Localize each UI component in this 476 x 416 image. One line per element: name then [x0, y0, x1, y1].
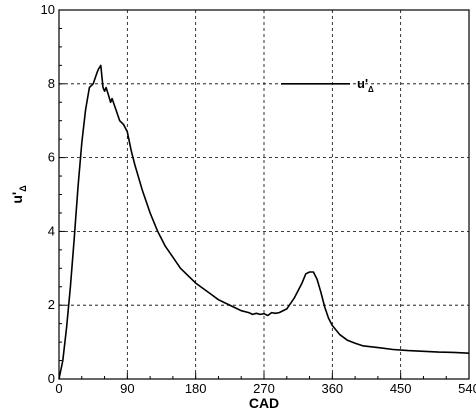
y-tick-label: 2 — [48, 297, 55, 312]
x-tick-label: 540 — [458, 381, 476, 396]
x-tick-label: 450 — [390, 381, 412, 396]
series-line — [58, 64, 470, 380]
legend-label-main: u' — [357, 76, 368, 91]
series-layer — [58, 64, 470, 380]
y-tick-label: 6 — [48, 150, 55, 165]
x-tick-label: 270 — [253, 381, 275, 396]
y-tick-label: 10 — [41, 2, 55, 17]
y-axis-title-main: u' — [9, 192, 25, 204]
x-tick-label: 90 — [120, 381, 134, 396]
y-axis-title-subscript: Δ — [18, 185, 28, 192]
x-axis-title: CAD — [249, 395, 279, 411]
y-tick-label: 8 — [48, 76, 55, 91]
x-tick-label: 360 — [321, 381, 343, 396]
legend-label: u'Δ — [357, 76, 374, 94]
x-tick-label: 180 — [185, 381, 207, 396]
legend-label-subscript: Δ — [368, 85, 374, 94]
x-tick-label: 0 — [55, 381, 62, 396]
axis-ticks: 0 90 180 270 360 450 540 0 2 4 6 8 10 — [41, 2, 476, 396]
legend: u'Δ — [281, 76, 374, 94]
plot-frame — [58, 9, 470, 380]
y-tick-label: 0 — [48, 371, 55, 386]
grid — [59, 10, 469, 379]
y-tick-label: 4 — [48, 223, 55, 238]
y-axis-title: u'Δ — [9, 185, 28, 204]
